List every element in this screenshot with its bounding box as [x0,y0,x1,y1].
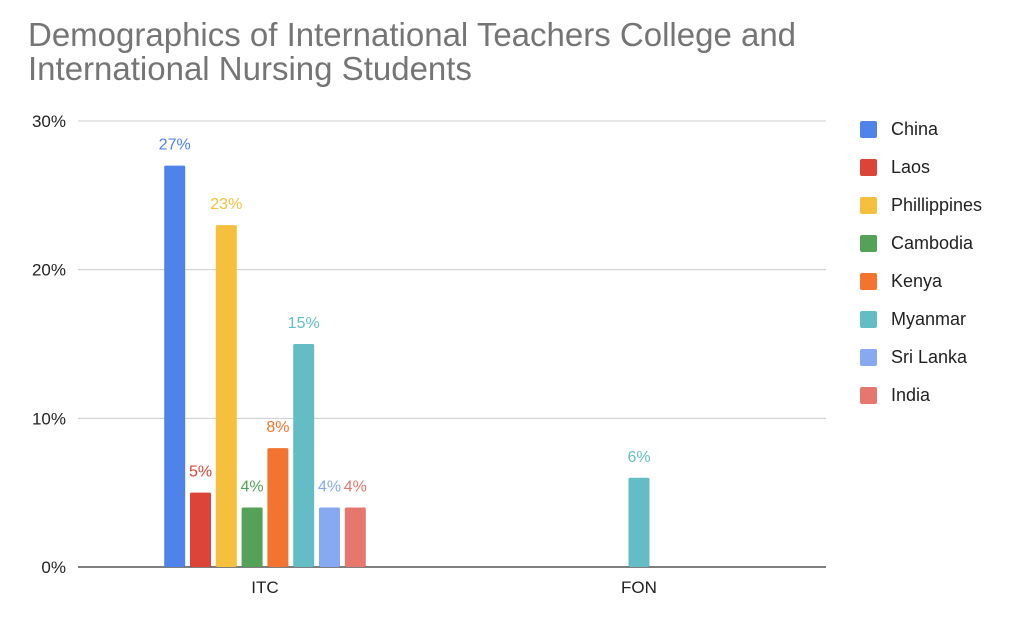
bar-itc-laos [190,492,211,567]
data-label: 8% [266,419,289,436]
legend-label: China [891,118,939,139]
legend-item-cambodia: Cambodia [860,224,982,262]
data-label: 23% [210,196,242,213]
x-tick-label: ITC [251,578,278,597]
legend-label: India [891,384,931,405]
legend-swatch [860,272,877,290]
data-label: 15% [288,315,320,332]
legend-item-myanmar: Myanmar [860,300,982,338]
chart-title: Demographics of International Teachers C… [28,16,797,87]
x-tick-label: FON [621,578,657,597]
bars [164,165,650,568]
y-axis-ticks: 0% 10% 20% 30% [32,112,66,577]
x-axis-ticks: ITC FON [251,578,657,597]
legend-item-china: China [860,110,982,148]
legend-swatch [860,196,877,214]
legend-swatch [860,234,877,252]
legend-swatch [860,120,877,138]
data-label: 6% [627,449,650,466]
legend: China Laos Phillippines Cambodia Kenya Myanma… [860,110,982,414]
legend-label: Kenya [891,270,943,291]
legend-item-laos: Laos [860,148,982,186]
legend-item-india: India [860,376,982,414]
data-label: 5% [189,464,212,481]
bar-itc-kenya [267,448,289,567]
bar-itc-phillippines [215,225,237,568]
bar-itc-sri-lanka [319,507,340,567]
legend-label: Phillippines [891,194,983,215]
data-label: 27% [159,137,191,154]
bar-itc-myanmar [293,344,315,567]
data-label: 4% [241,479,264,496]
legend-item-phillippines: Phillippines [860,186,982,224]
legend-swatch [860,386,877,404]
legend-swatch [860,348,877,366]
legend-item-sri-lanka: Sri Lanka [860,338,982,376]
legend-label: Cambodia [891,232,974,253]
data-label: 4% [318,479,341,496]
bar-itc-china [164,165,186,567]
y-tick-label: 10% [32,409,66,428]
bar-fon-myanmar [628,477,650,567]
legend-label: Sri Lanka [891,346,968,367]
y-tick-label: 30% [32,112,66,131]
legend-swatch [860,158,877,176]
y-tick-label: 0% [41,558,66,577]
legend-label: Laos [891,156,931,177]
legend-item-kenya: Kenya [860,262,982,300]
y-tick-label: 20% [32,261,66,280]
bar-itc-india [344,507,366,567]
legend-swatch [860,310,877,328]
bar-itc-cambodia [241,507,263,567]
data-labels: 27%5%23%4%8%15%4% 4%6% [159,137,651,496]
legend-label: Myanmar [891,308,967,329]
data-label: 4% [344,479,367,496]
